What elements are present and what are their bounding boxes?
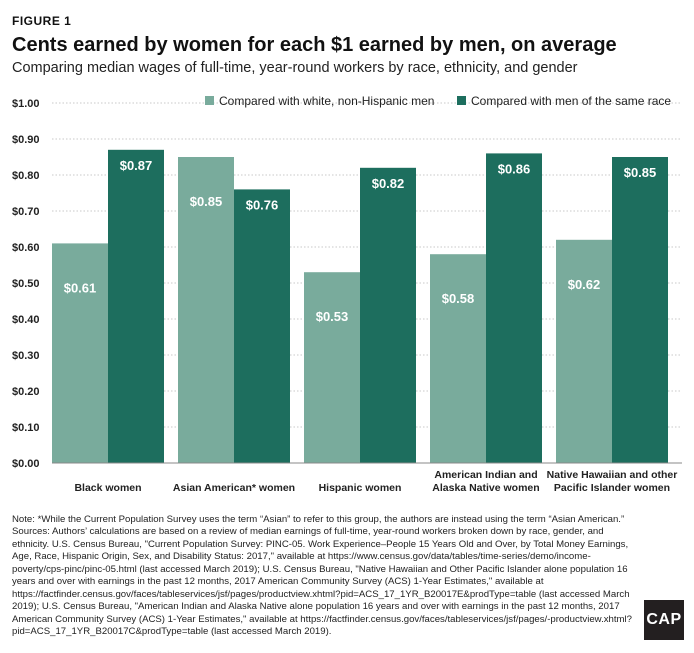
bar-same-race [612, 157, 668, 463]
y-tick-label: $0.50 [12, 278, 40, 290]
data-label: $0.86 [498, 161, 531, 176]
y-tick-label: $0.10 [12, 422, 40, 434]
y-tick-label: $0.00 [12, 458, 40, 470]
legend-swatch [457, 96, 466, 105]
data-label: $0.53 [316, 309, 349, 324]
legend-label: Compared with white, non-Hispanic men [219, 94, 434, 108]
notes-block: Note: *While the Current Population Surv… [12, 514, 632, 639]
x-tick-label: American Indian and [434, 469, 537, 481]
y-tick-label: $0.60 [12, 242, 40, 254]
data-label: $0.76 [246, 197, 279, 212]
bar-chart: $0.00 $0.10 $0.20 $0.30 $0.40 $0.50 $0.60 $0.70… [12, 94, 682, 494]
x-tick-label: Asian American* women [173, 482, 295, 494]
x-tick-label: Black women [74, 482, 141, 494]
y-tick-label: $0.20 [12, 386, 40, 398]
legend-label: Compared with men of the same race [471, 94, 671, 108]
x-tick-label: Native Hawaiian and other [547, 469, 678, 481]
data-label: $0.62 [568, 277, 601, 292]
y-tick-label: $1.00 [12, 98, 40, 110]
y-tick-label: $0.70 [12, 206, 40, 218]
cap-logo: CAP [644, 600, 684, 640]
data-label: $0.61 [64, 280, 97, 295]
x-tick-label: Pacific Islander women [554, 482, 670, 494]
data-label: $0.85 [190, 194, 223, 209]
y-tick-label: $0.80 [12, 170, 40, 182]
note-text: Note: *While the Current Population Surv… [12, 514, 625, 525]
bar-white-men [556, 239, 612, 463]
data-label: $0.85 [624, 165, 657, 180]
bar-same-race [360, 167, 416, 464]
y-tick-label: $0.90 [12, 134, 40, 146]
figure-label: FIGURE 1 [12, 14, 72, 28]
bar-white-men [178, 157, 234, 463]
legend-swatch [205, 96, 214, 105]
bar-same-race [486, 153, 542, 463]
sources-text: Sources: Authors’ calculations are based… [12, 526, 632, 638]
data-label: $0.87 [120, 158, 153, 173]
bar-same-race [234, 189, 290, 463]
bar-white-men [430, 254, 486, 463]
chart-subtitle: Comparing median wages of full-time, yea… [12, 60, 578, 76]
x-tick-label: Hispanic women [319, 482, 402, 494]
data-label: $0.82 [372, 176, 405, 191]
y-tick-label: $0.30 [12, 350, 40, 362]
data-label: $0.58 [442, 291, 475, 306]
bar-white-men [304, 272, 360, 463]
bar-white-men [52, 243, 108, 463]
y-tick-label: $0.40 [12, 314, 40, 326]
chart-title: Cents earned by women for each $1 earned… [12, 34, 617, 56]
x-tick-label: Alaska Native women [432, 482, 539, 494]
bar-same-race [108, 149, 164, 464]
